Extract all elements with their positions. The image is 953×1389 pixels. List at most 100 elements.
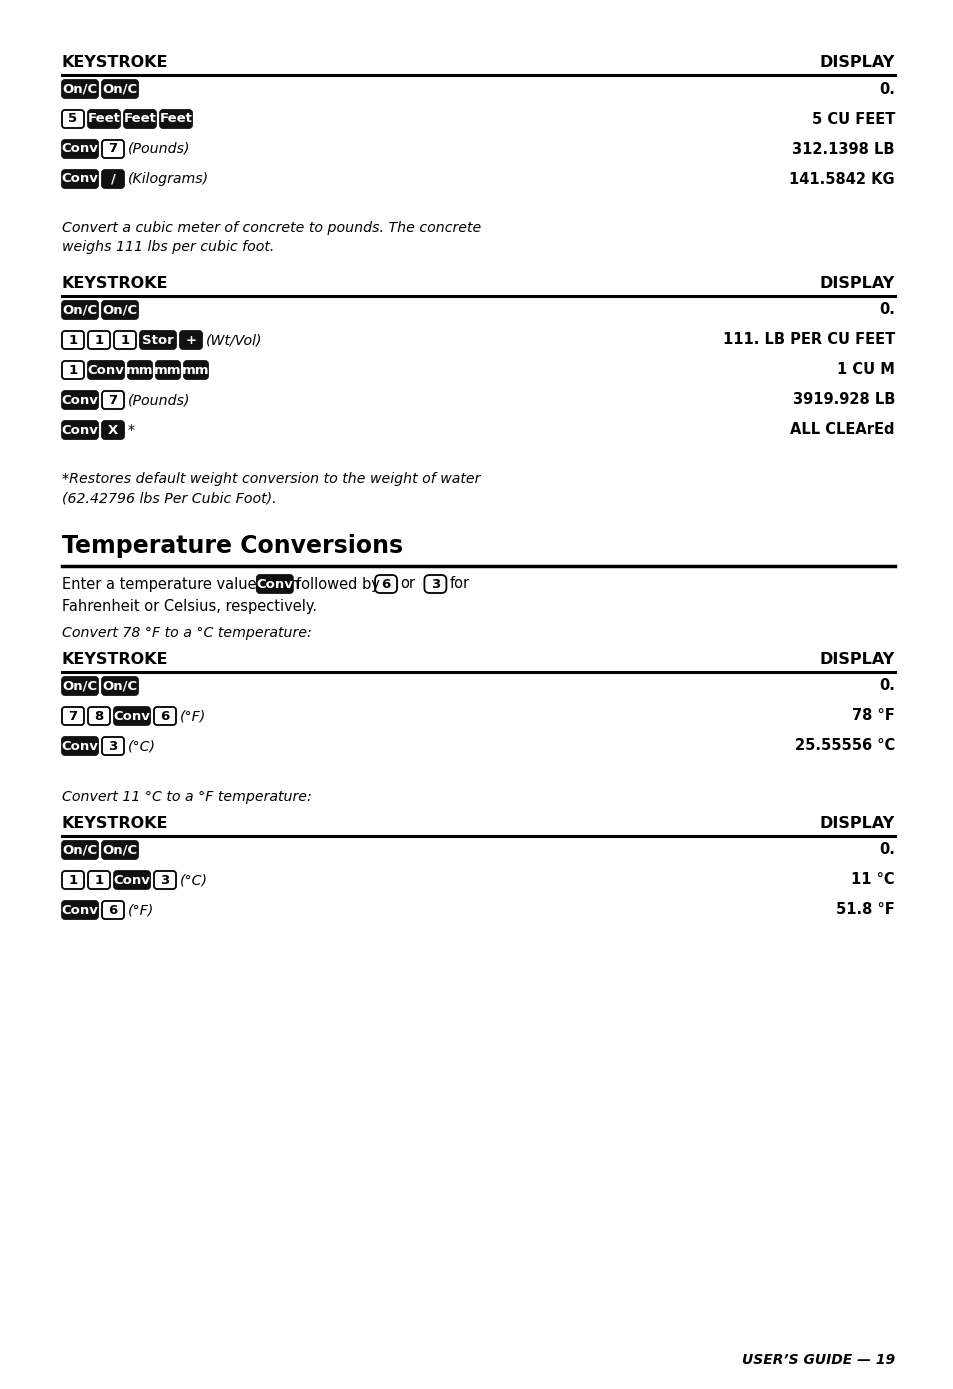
FancyBboxPatch shape [113,871,150,889]
Text: 3: 3 [431,578,439,590]
Text: Feet: Feet [88,113,120,125]
FancyBboxPatch shape [113,331,136,349]
Text: Convert 11 °C to a °F temperature:: Convert 11 °C to a °F temperature: [62,790,312,804]
FancyBboxPatch shape [88,110,120,128]
Text: Conv: Conv [62,393,98,407]
FancyBboxPatch shape [375,575,396,593]
FancyBboxPatch shape [62,676,98,694]
Text: Conv: Conv [256,578,293,590]
Text: 8: 8 [94,710,104,722]
FancyBboxPatch shape [62,871,84,889]
Text: Conv: Conv [113,874,151,886]
FancyBboxPatch shape [62,81,98,99]
Text: Temperature Conversions: Temperature Conversions [62,533,403,558]
Text: Feet: Feet [159,113,193,125]
Text: Conv: Conv [62,739,98,753]
Text: 0.: 0. [879,303,894,318]
FancyBboxPatch shape [128,361,152,379]
Text: mm: mm [154,364,182,376]
Text: DISPLAY: DISPLAY [819,815,894,831]
Text: 1: 1 [69,364,77,376]
FancyBboxPatch shape [62,169,98,188]
FancyBboxPatch shape [62,390,98,408]
Text: or: or [399,576,415,592]
FancyBboxPatch shape [62,331,84,349]
Text: 1: 1 [94,333,104,346]
FancyBboxPatch shape [153,707,175,725]
Text: Conv: Conv [62,143,98,156]
Text: 3: 3 [160,874,170,886]
Text: KEYSTROKE: KEYSTROKE [62,651,169,667]
FancyBboxPatch shape [160,110,192,128]
Text: (Pounds): (Pounds) [128,393,191,407]
FancyBboxPatch shape [102,301,138,319]
Text: 1: 1 [120,333,130,346]
FancyBboxPatch shape [102,676,138,694]
Text: Conv: Conv [62,172,98,186]
Text: 1: 1 [69,874,77,886]
Text: 0.: 0. [879,843,894,857]
FancyBboxPatch shape [140,331,175,349]
FancyBboxPatch shape [102,140,124,158]
Text: DISPLAY: DISPLAY [819,651,894,667]
FancyBboxPatch shape [62,738,98,756]
FancyBboxPatch shape [62,421,98,439]
Text: Convert a cubic meter of concrete to pounds. The concrete
weighs 111 lbs per cub: Convert a cubic meter of concrete to pou… [62,221,480,254]
Text: /: / [111,172,115,186]
Text: On/C: On/C [102,843,137,857]
FancyBboxPatch shape [62,140,98,158]
Text: 3: 3 [109,739,117,753]
Text: (Pounds): (Pounds) [128,142,191,156]
Text: (°F): (°F) [128,903,154,917]
Text: Feet: Feet [124,113,156,125]
FancyBboxPatch shape [88,871,110,889]
Text: 141.5842 KG: 141.5842 KG [788,171,894,186]
Text: On/C: On/C [102,82,137,96]
Text: (°C): (°C) [180,874,208,888]
Text: 11 °C: 11 °C [850,872,894,888]
FancyBboxPatch shape [88,707,110,725]
Text: 51.8 °F: 51.8 °F [836,903,894,918]
FancyBboxPatch shape [102,169,124,188]
FancyBboxPatch shape [62,301,98,319]
Text: *Restores default weight conversion to the weight of water
(62.42796 lbs Per Cub: *Restores default weight conversion to t… [62,472,480,506]
FancyBboxPatch shape [88,361,124,379]
FancyBboxPatch shape [62,707,84,725]
FancyBboxPatch shape [256,575,293,593]
Text: (°F): (°F) [180,708,206,724]
Text: USER’S GUIDE — 19: USER’S GUIDE — 19 [741,1353,894,1367]
Text: 111. LB PER CU FEET: 111. LB PER CU FEET [722,332,894,347]
FancyBboxPatch shape [102,81,138,99]
Text: Fahrenheit or Celsius, respectively.: Fahrenheit or Celsius, respectively. [62,599,316,614]
Text: 0.: 0. [879,82,894,96]
Text: 1: 1 [69,333,77,346]
Text: Stor: Stor [142,333,173,346]
Text: 7: 7 [69,710,77,722]
Text: *: * [128,424,135,438]
Text: followed by: followed by [295,576,379,592]
FancyBboxPatch shape [102,390,124,408]
Text: Enter a temperature value, then: Enter a temperature value, then [62,576,299,592]
FancyBboxPatch shape [102,738,124,756]
FancyBboxPatch shape [180,331,202,349]
FancyBboxPatch shape [62,110,84,128]
FancyBboxPatch shape [153,871,175,889]
Text: 312.1398 LB: 312.1398 LB [792,142,894,157]
FancyBboxPatch shape [62,361,84,379]
Text: 25.55556 °C: 25.55556 °C [794,739,894,753]
FancyBboxPatch shape [62,840,98,858]
Text: (Kilograms): (Kilograms) [128,172,209,186]
Text: for: for [449,576,469,592]
Text: 7: 7 [109,393,117,407]
FancyBboxPatch shape [62,901,98,920]
FancyBboxPatch shape [88,331,110,349]
Text: On/C: On/C [62,679,97,693]
FancyBboxPatch shape [424,575,446,593]
Text: (Wt/Vol): (Wt/Vol) [206,333,262,347]
Text: ALL CLEArEd: ALL CLEArEd [790,422,894,438]
FancyBboxPatch shape [124,110,156,128]
Text: KEYSTROKE: KEYSTROKE [62,815,169,831]
FancyBboxPatch shape [113,707,150,725]
Text: 6: 6 [160,710,170,722]
Text: 78 °F: 78 °F [851,708,894,724]
